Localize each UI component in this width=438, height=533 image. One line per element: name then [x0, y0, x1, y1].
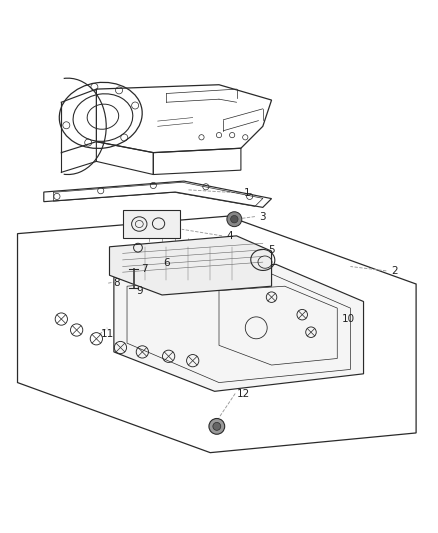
- Polygon shape: [114, 264, 364, 391]
- Text: 7: 7: [141, 264, 148, 273]
- Text: 11: 11: [101, 329, 114, 340]
- Circle shape: [209, 418, 225, 434]
- Circle shape: [213, 423, 221, 430]
- Text: 3: 3: [259, 212, 266, 222]
- Text: 2: 2: [391, 266, 398, 276]
- Circle shape: [230, 215, 238, 223]
- Circle shape: [227, 212, 242, 227]
- Text: 8: 8: [113, 278, 120, 288]
- Text: 9: 9: [137, 286, 144, 296]
- Text: 6: 6: [163, 258, 170, 268]
- Text: 1: 1: [244, 188, 251, 198]
- FancyBboxPatch shape: [123, 209, 180, 238]
- Text: 12: 12: [237, 389, 250, 399]
- Text: 5: 5: [268, 245, 275, 255]
- Polygon shape: [110, 236, 272, 295]
- Text: 4: 4: [226, 231, 233, 241]
- Text: 10: 10: [342, 314, 355, 324]
